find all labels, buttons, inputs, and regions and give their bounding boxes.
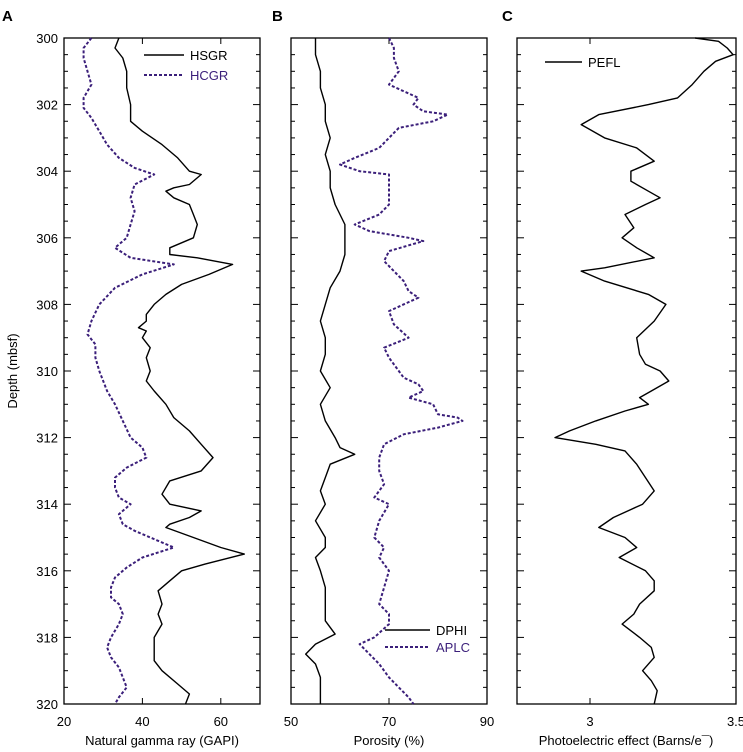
series-line-hcgr: [82, 37, 175, 705]
panel-c-legend: PEFL: [545, 55, 621, 70]
panel-b-letter: B: [272, 8, 283, 25]
panel-a-plot-area: [82, 37, 246, 705]
depth-tick-label: 306: [36, 231, 58, 246]
x-tick-label: 90: [480, 714, 494, 729]
legend-label-aplc: APLC: [436, 640, 470, 655]
x-tick-label: 3.5: [727, 714, 743, 729]
series-line-dphi: [305, 38, 356, 704]
x-tick-label: 70: [382, 714, 396, 729]
depth-tick-label: 300: [36, 31, 58, 46]
panel-a-natural-gamma: A 20 40 60 HSGR HCGR Natural gamma ray (GAP…: [2, 8, 261, 748]
depth-tick-label: 314: [36, 497, 58, 512]
panel-c-letter: C: [502, 8, 513, 25]
x-tick-label: 60: [214, 714, 228, 729]
depth-tick-labels: 300 302 304 306 308 310 312 314 316 318 320: [36, 31, 58, 712]
panel-a-letter: A: [2, 8, 13, 25]
panel-c-photoelectric: C 3 3.5 PEFL Photoelectric effect (Barns/…: [502, 8, 743, 748]
panel-c-plot-area: [554, 37, 734, 705]
x-tick-label: 50: [284, 714, 298, 729]
depth-tick-label: 320: [36, 697, 58, 712]
series-line-hsgr: [114, 37, 246, 705]
legend-label-dphi: DPHI: [436, 623, 467, 638]
panel-a-x-axis-title: Natural gamma ray (GAPI): [85, 733, 239, 748]
legend-label-hsgr: HSGR: [190, 48, 228, 63]
depth-tick-label: 304: [36, 164, 58, 179]
x-tick-label: 3: [586, 714, 593, 729]
panel-c-x-axis-title: Photoelectric effect (Barns/e¯): [539, 733, 714, 748]
panel-c-frame: [516, 37, 737, 705]
panel-c-ticks: 3 3.5: [517, 37, 743, 729]
x-tick-label: 20: [57, 714, 71, 729]
depth-tick-label: 316: [36, 564, 58, 579]
x-tick-label: 40: [135, 714, 149, 729]
depth-tick-label: 308: [36, 297, 58, 312]
depth-axis: 300 302 304 306 308 310 312 314 316 318 320 Depth …: [5, 31, 58, 712]
depth-tick-label: 312: [36, 431, 58, 446]
panel-b-porosity: B 50 70 90 DPHI APLC Porosity (%): [272, 8, 494, 748]
legend-label-pefl: PEFL: [588, 55, 621, 70]
series-line-pefl: [554, 37, 734, 705]
panel-b-plot-area: [305, 37, 464, 705]
depth-tick-label: 310: [36, 364, 58, 379]
depth-axis-title: Depth (mbsf): [5, 333, 20, 408]
legend-label-hcgr: HCGR: [190, 68, 228, 83]
panel-b-x-axis-title: Porosity (%): [354, 733, 425, 748]
panel-b-legend: DPHI APLC: [385, 623, 470, 655]
panel-b-ticks: 50 70 90: [284, 37, 494, 729]
depth-tick-label: 302: [36, 98, 58, 113]
panel-a-ticks: 20 40 60: [57, 37, 260, 729]
depth-tick-label: 318: [36, 630, 58, 645]
panel-a-legend: HSGR HCGR: [144, 48, 228, 83]
series-line-aplc: [339, 37, 464, 705]
